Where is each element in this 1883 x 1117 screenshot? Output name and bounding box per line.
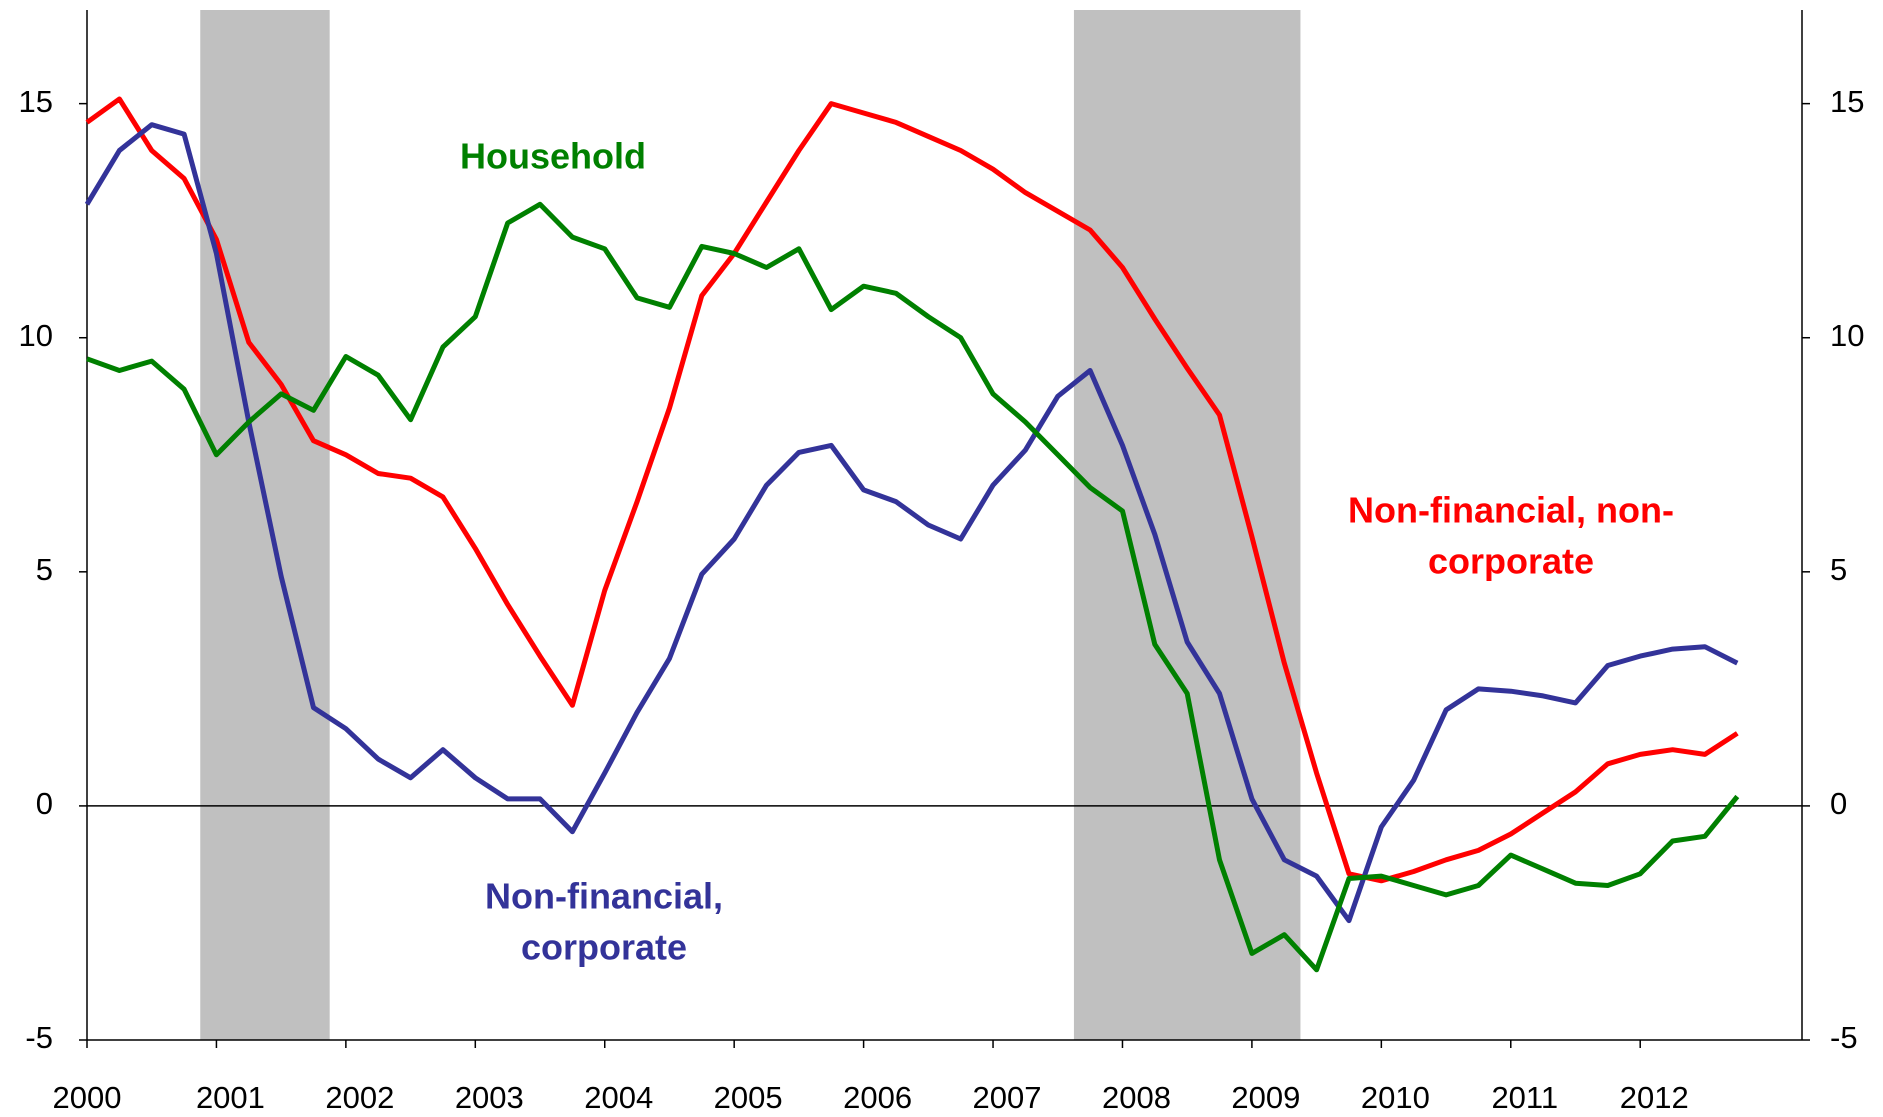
x-tick-label: 2010 — [1361, 1080, 1430, 1115]
x-tick-label: 2005 — [714, 1080, 783, 1115]
x-tick-label: 2012 — [1620, 1080, 1689, 1115]
x-tick-label: 2000 — [53, 1080, 122, 1115]
x-tick-label: 2003 — [455, 1080, 524, 1115]
series-line — [86, 201, 1740, 973]
series-line — [84, 122, 1739, 924]
y2-tick-label: 10 — [1830, 318, 1864, 353]
series-label: corporate — [521, 927, 687, 968]
x-tick-label: 2009 — [1231, 1080, 1300, 1115]
y-tick-label: 0 — [36, 786, 53, 821]
x-tick-label: 2004 — [584, 1080, 653, 1115]
x-tick-label: 2011 — [1491, 1080, 1558, 1115]
y2-tick-label: 15 — [1830, 84, 1864, 119]
x-tick-label: 2006 — [843, 1080, 912, 1115]
series-line — [85, 96, 1739, 884]
y-tick-label: -5 — [25, 1020, 53, 1055]
x-tick-label: 2007 — [973, 1080, 1042, 1115]
y-tick-label: 5 — [36, 552, 53, 587]
series-label: corporate — [1428, 541, 1594, 582]
recession-band — [200, 10, 330, 1040]
x-tick-label: 2002 — [325, 1080, 394, 1115]
x-tick-label: 2001 — [196, 1080, 265, 1115]
recession-band — [1073, 10, 1301, 1040]
y-tick-label: 10 — [19, 318, 53, 353]
series-label: Household — [460, 136, 646, 177]
y2-tick-label: 5 — [1830, 552, 1847, 587]
y-tick-label: 15 — [19, 84, 53, 119]
y2-tick-label: 0 — [1830, 786, 1847, 821]
x-tick-label: 2008 — [1102, 1080, 1171, 1115]
series-label: Non-financial, non- — [1348, 490, 1674, 531]
series-label: Non-financial, — [485, 876, 723, 917]
y2-tick-label: -5 — [1830, 1020, 1858, 1055]
